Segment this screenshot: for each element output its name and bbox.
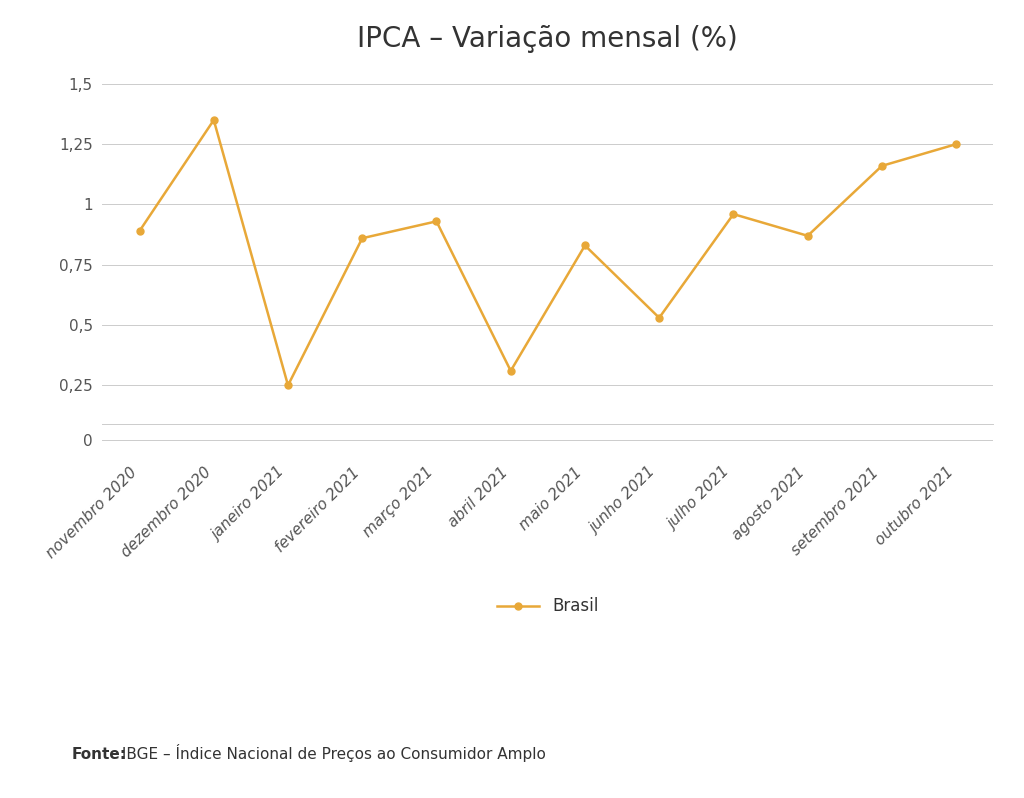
Legend: Brasil: Brasil: [490, 591, 605, 622]
Text: Fonte:: Fonte:: [72, 747, 127, 762]
Title: IPCA – Variação mensal (%): IPCA – Variação mensal (%): [357, 25, 738, 53]
Text: IBGE – Índice Nacional de Preços ao Consumidor Amplo: IBGE – Índice Nacional de Preços ao Cons…: [117, 744, 546, 762]
